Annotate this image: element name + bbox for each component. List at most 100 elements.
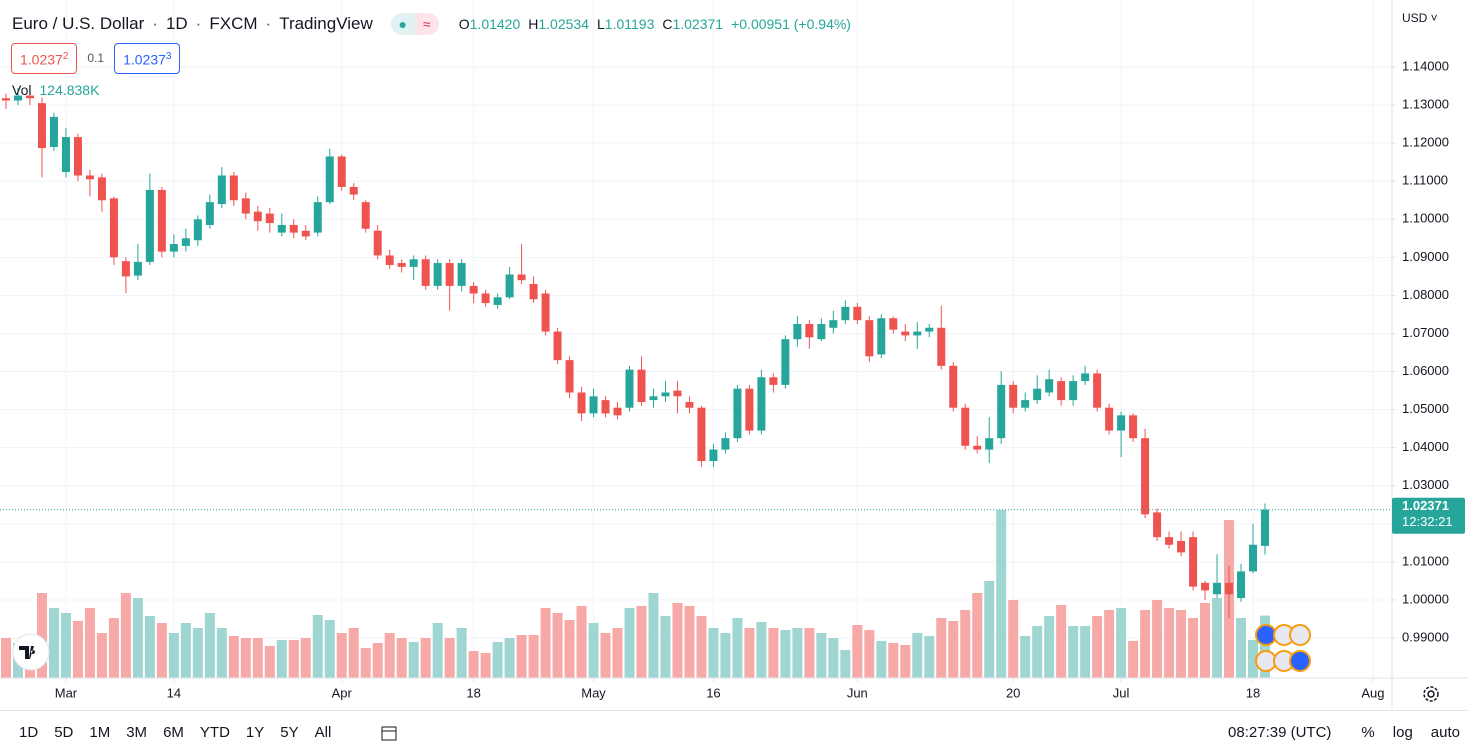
- x-tick-label: Jun: [847, 685, 868, 700]
- interval[interactable]: 1D: [165, 14, 188, 33]
- scale-option[interactable]: %: [1361, 724, 1375, 741]
- volume-bar: [888, 643, 899, 678]
- candle-body: [73, 137, 82, 176]
- volume-bar: [1104, 610, 1115, 678]
- volume-bar: [216, 628, 227, 678]
- range-button[interactable]: 5D: [54, 724, 74, 741]
- bottom-toolbar: 1D 5D 1M 3M 6M YTD 1Y 5Y All 08:27:39 (UTC) % log…: [0, 710, 1468, 754]
- volume-bar: [768, 628, 779, 678]
- volume-bar: [972, 593, 983, 678]
- candle-body: [745, 388, 754, 431]
- candle-body: [829, 320, 838, 328]
- volume-bar: [96, 633, 107, 678]
- volume-bar: [240, 638, 251, 678]
- range-button[interactable]: 1M: [89, 724, 111, 741]
- candle-body: [865, 320, 874, 357]
- volume-bar: [780, 630, 791, 678]
- volume-bar: [660, 616, 671, 678]
- candle-body: [361, 202, 370, 229]
- candle-body: [133, 261, 142, 276]
- candle-body: [217, 175, 226, 205]
- candle-body: [337, 156, 346, 187]
- range-button[interactable]: 1Y: [245, 724, 265, 741]
- candle-body: [613, 407, 622, 416]
- candle-body: [961, 407, 970, 446]
- y-tick-label: 1.00000: [1402, 591, 1449, 606]
- candle-body: [997, 384, 1006, 439]
- range-button[interactable]: 3M: [126, 724, 148, 741]
- x-tick-label: 14: [167, 685, 181, 700]
- candle-body: [1069, 381, 1078, 401]
- candle-body: [85, 175, 94, 180]
- volume-bar: [360, 648, 371, 678]
- currency-select[interactable]: USD ˅: [1402, 11, 1438, 25]
- volume-bar: [1236, 618, 1247, 678]
- volume-bar: [372, 643, 383, 678]
- volume-bar: [456, 628, 467, 678]
- y-tick-label: 1.07000: [1402, 325, 1449, 340]
- candle-body: [253, 211, 262, 222]
- volume-bar: [336, 633, 347, 678]
- candle-body: [1129, 415, 1138, 439]
- candle-body: [841, 306, 850, 321]
- tv-logo[interactable]: [12, 633, 50, 671]
- candle-body: [601, 400, 610, 414]
- candle-body: [589, 396, 598, 414]
- candle-body: [493, 297, 502, 305]
- candle-body: [457, 263, 466, 286]
- candle-body: [469, 285, 478, 294]
- volume-bar: [912, 633, 923, 678]
- symbol[interactable]: Euro / U.S. Dollar: [12, 14, 145, 33]
- status-pill[interactable]: ● ≈: [390, 13, 439, 35]
- candle-body: [1045, 379, 1054, 393]
- volume-bar: [828, 638, 839, 678]
- candle-body: [193, 219, 202, 241]
- candle-body: [2, 98, 10, 101]
- range-button[interactable]: 6M: [163, 724, 184, 741]
- volume-bar: [684, 606, 695, 678]
- volume-bar: [528, 635, 539, 678]
- sep: ·: [265, 14, 272, 33]
- candle-body: [889, 318, 898, 330]
- buy-button[interactable]: 1.02373: [114, 43, 181, 74]
- candle-body: [229, 175, 238, 201]
- volume-bar: [36, 593, 47, 678]
- sell-button[interactable]: 1.02372: [11, 43, 78, 74]
- volume-bar: [168, 633, 179, 678]
- volume-bar: [876, 641, 887, 678]
- spread: 0.1: [87, 51, 105, 66]
- volume-title: Vol: [12, 82, 32, 98]
- candles: [0, 87, 1392, 619]
- scale-option[interactable]: log: [1392, 724, 1413, 741]
- volume-bar: [1020, 636, 1031, 678]
- volume-bar: [1212, 598, 1223, 678]
- volume-bar: [192, 628, 203, 678]
- range-button[interactable]: All: [314, 724, 332, 741]
- volume-bar: [1140, 610, 1151, 678]
- candle-body: [445, 263, 454, 286]
- range-button[interactable]: YTD: [199, 724, 230, 741]
- range-button[interactable]: 1D: [19, 724, 39, 741]
- ohlc-item: L1.01193: [597, 16, 654, 32]
- volume-bar: [852, 625, 863, 678]
- candle-body: [973, 445, 982, 450]
- event-flags[interactable]: [1255, 624, 1311, 672]
- candle-body: [817, 323, 826, 340]
- scale-option[interactable]: auto: [1430, 724, 1460, 741]
- date-range-icon[interactable]: [379, 723, 399, 743]
- clock[interactable]: 08:27:39 (UTC): [1228, 724, 1332, 741]
- volume-bar: [936, 618, 947, 678]
- y-tick-label: 1.12000: [1402, 135, 1449, 150]
- volume-bar: [732, 618, 743, 678]
- candle-body: [697, 407, 706, 462]
- symbol-header: Euro / U.S. Dollar · 1D · FXCM · TradingVie…: [12, 12, 851, 36]
- volume-bar: [576, 606, 587, 678]
- sell-pip: 2: [62, 51, 69, 62]
- volume-bar: [1, 638, 11, 678]
- settings-gear[interactable]: [1423, 686, 1439, 702]
- grid: [0, 0, 1392, 678]
- volume-bar: [756, 622, 767, 678]
- candle-body: [109, 198, 118, 258]
- volume-bar: [60, 613, 71, 678]
- range-button[interactable]: 5Y: [280, 724, 299, 741]
